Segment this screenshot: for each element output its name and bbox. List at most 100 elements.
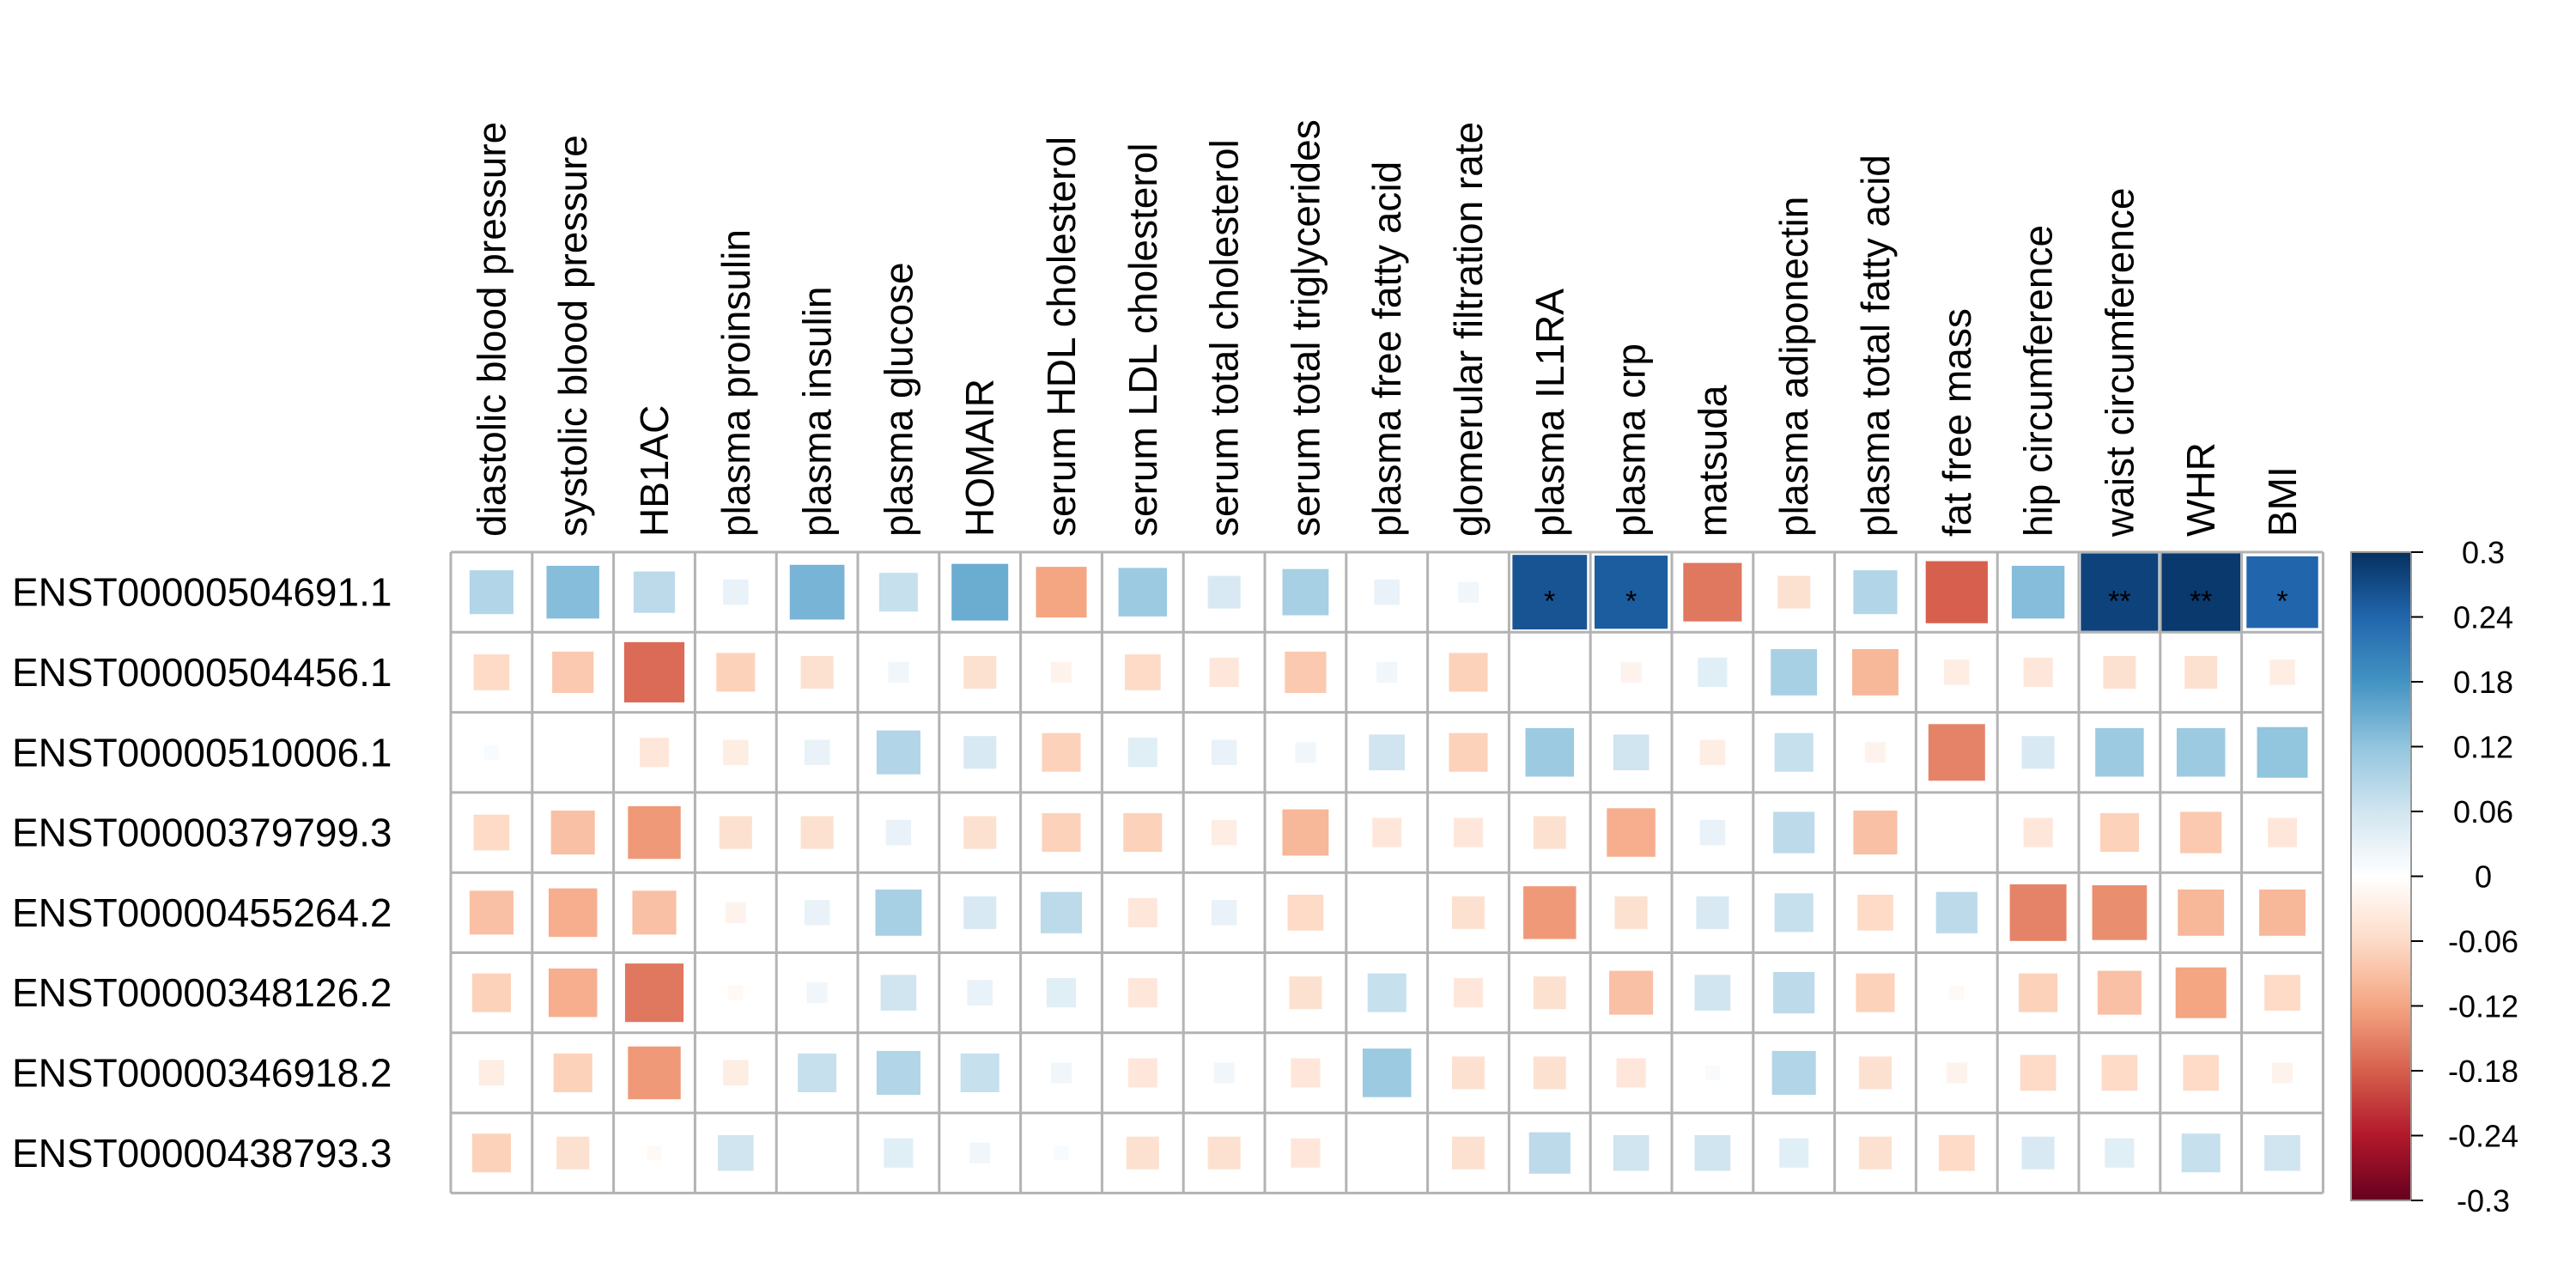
heatmap-cell <box>1451 1136 1485 1170</box>
heatmap-cell <box>1374 579 1400 605</box>
heatmap-cell <box>548 968 598 1018</box>
heatmap-cell <box>723 739 749 766</box>
legend-tick-label: 0.24 <box>2453 600 2513 635</box>
column-label: plasma glucose <box>876 262 920 537</box>
heatmap-cell <box>2183 1054 2220 1091</box>
heatmap-cell <box>1857 894 1893 931</box>
heatmap-cell <box>1704 1065 1720 1080</box>
heatmap-cell <box>2184 655 2218 689</box>
heatmap-cell <box>1449 653 1488 692</box>
heatmap-cell <box>716 653 756 692</box>
heatmap-cell <box>550 810 595 855</box>
heatmap-cells: * * ** ** * <box>469 552 2318 1174</box>
heatmap-cell <box>553 1053 592 1092</box>
heatmap-cell <box>1295 742 1316 763</box>
heatmap-cell <box>628 805 681 860</box>
heatmap-cell <box>1451 896 1485 929</box>
heatmap-cell <box>1118 568 1168 617</box>
column-label: WHR <box>2178 442 2223 537</box>
legend-tick-label: 0.12 <box>2453 730 2513 765</box>
heatmap-cell <box>1607 808 1656 857</box>
row-label: ENST00000455264.2 <box>12 890 392 935</box>
heatmap-cell <box>884 1138 914 1168</box>
heatmap-cell <box>1699 739 1726 766</box>
heatmap-cell <box>2023 817 2053 848</box>
heatmap-cell <box>1211 739 1237 766</box>
heatmap-cell <box>878 573 918 612</box>
heatmap-cell <box>1127 1058 1157 1088</box>
heatmap-cell <box>1453 978 1484 1008</box>
heatmap-cell <box>2181 1133 2221 1173</box>
heatmap-cell <box>2246 556 2318 629</box>
column-label: plasma proinsulin <box>714 229 758 537</box>
heatmap-cell <box>1525 728 1575 777</box>
heatmap-cell <box>960 1053 999 1092</box>
heatmap-cell <box>2257 726 2308 778</box>
heatmap-cell <box>2259 889 2306 936</box>
significance-mark: * <box>1625 586 1637 618</box>
heatmap-cell <box>473 814 510 851</box>
heatmap-cell <box>546 565 599 619</box>
heatmap-cell <box>1858 1136 1893 1170</box>
heatmap-cell <box>1774 893 1814 933</box>
heatmap-cell <box>552 651 594 694</box>
column-label: HB1AC <box>632 405 677 537</box>
heatmap-cell <box>1696 896 1729 929</box>
heatmap-cell <box>1512 555 1588 630</box>
heatmap-cell <box>1046 978 1077 1008</box>
heatmap-cell <box>1449 732 1488 772</box>
heatmap-cell <box>798 1053 837 1092</box>
heatmap-cell <box>1773 811 1815 854</box>
heatmap-cell <box>719 816 752 849</box>
heatmap-cell <box>1533 1056 1566 1090</box>
heatmap-cell <box>1291 1138 1321 1168</box>
heatmap-cell <box>1777 575 1811 609</box>
column-labels: diastolic blood pressure systolic blood p… <box>469 119 2305 538</box>
heatmap-cell <box>1457 581 1479 603</box>
heatmap-cell <box>1207 1136 1241 1170</box>
heatmap-cell <box>2101 1054 2138 1091</box>
heatmap-cell <box>2011 565 2065 619</box>
heatmap-cell <box>888 661 909 683</box>
heatmap-cell <box>2176 728 2226 777</box>
heatmap-cell <box>1852 649 1899 696</box>
heatmap-cell <box>2269 659 2295 685</box>
heatmap-cell <box>473 654 510 690</box>
heatmap-cell <box>1949 985 1965 1000</box>
heatmap-cell <box>1040 891 1083 933</box>
significance-mark: ** <box>2108 586 2130 618</box>
row-label: ENST00000510006.1 <box>12 730 392 775</box>
heatmap-cell <box>1126 1136 1159 1170</box>
column-label: plasma insulin <box>795 287 840 537</box>
column-label: systolic blood pressure <box>550 135 595 537</box>
heatmap-cell <box>969 1142 991 1163</box>
heatmap-cell <box>967 980 993 1005</box>
column-label: BMI <box>2260 466 2305 537</box>
heatmap-cell <box>1285 651 1327 694</box>
significance-mark: * <box>2276 586 2287 618</box>
heatmap-cell <box>1609 970 1654 1015</box>
heatmap-cell <box>2264 975 2300 1012</box>
column-label: hip circumference <box>2016 225 2061 537</box>
legend-ticks: 0.3 0.24 0.18 0.12 0.06 0 -0.06 -0.12 -0.18 -0.24… <box>2411 535 2518 1218</box>
heatmap-cell <box>1928 724 1985 781</box>
heatmap-cell <box>1123 813 1163 853</box>
heatmap-cell <box>2021 736 2055 769</box>
heatmap-cell <box>1289 976 1322 1010</box>
heatmap-cell <box>1282 568 1329 616</box>
row-label: ENST00000438793.3 <box>12 1131 392 1176</box>
heatmap-cell <box>1773 972 1815 1014</box>
heatmap-cell <box>1287 894 1324 931</box>
heatmap-cell <box>469 890 513 935</box>
heatmap-cell <box>1372 817 1402 848</box>
column-label: plasma total fatty acid <box>1853 155 1898 537</box>
heatmap-cell <box>1124 654 1161 690</box>
heatmap-cell <box>2103 655 2136 689</box>
significance-mark: ** <box>2190 586 2212 618</box>
heatmap-cell <box>1523 886 1577 939</box>
heatmap-cell <box>963 896 997 929</box>
heatmap-cell <box>1853 810 1898 855</box>
heatmap-cell <box>1595 556 1668 629</box>
heatmap-cell <box>1533 976 1566 1010</box>
heatmap-cell <box>1614 896 1648 929</box>
